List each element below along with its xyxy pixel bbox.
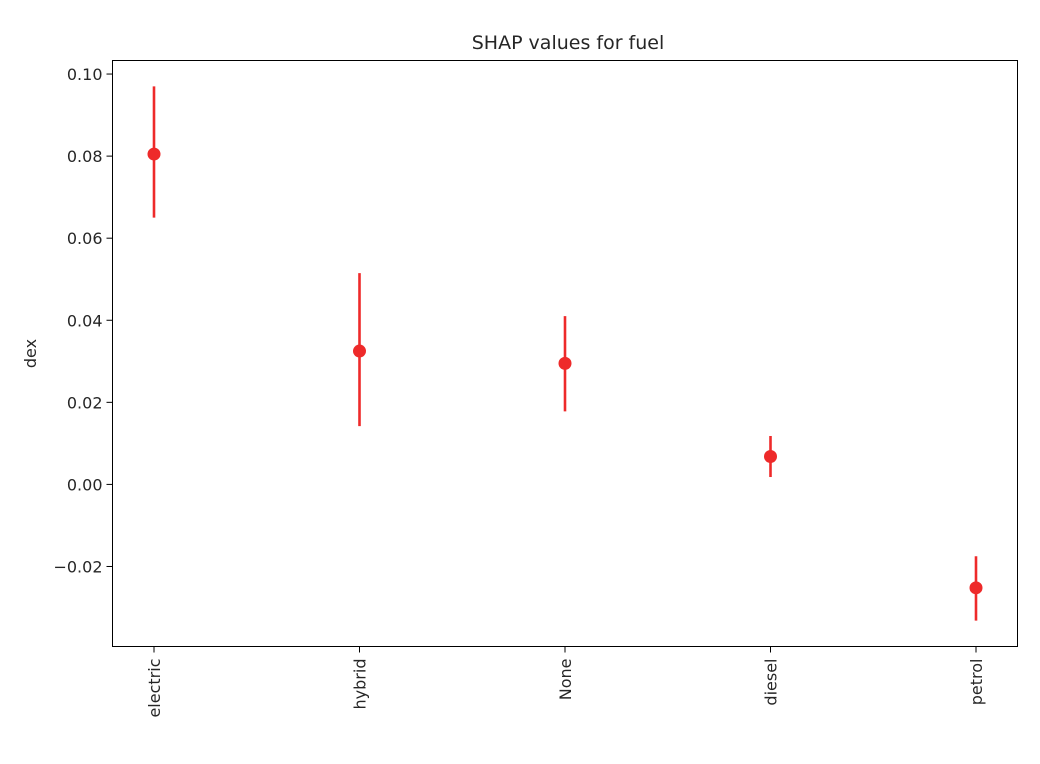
- x-tick-label: petrol: [967, 659, 986, 706]
- ticks-layer: −0.02 0.00 0.02 0.04 0.06 0.08 0.10 electric hyb…: [53, 65, 986, 717]
- plot-frame: [112, 60, 1018, 647]
- x-tick-label: electric: [145, 659, 164, 718]
- y-tick-label: −0.02: [53, 557, 102, 576]
- y-tick-label: 0.00: [67, 475, 103, 494]
- data-point: [558, 356, 572, 370]
- y-tick-label: 0.10: [67, 65, 103, 84]
- y-tick-label: 0.06: [67, 229, 103, 248]
- y-tick-label: 0.04: [67, 311, 103, 330]
- x-tick-label: None: [556, 659, 575, 701]
- chart-title: SHAP values for fuel: [472, 32, 665, 54]
- x-tick-label: diesel: [762, 659, 781, 706]
- data-point: [147, 147, 161, 161]
- data-point: [764, 450, 777, 464]
- y-tick-label: 0.02: [67, 393, 103, 412]
- data-point: [969, 581, 983, 595]
- x-tick-label: hybrid: [351, 659, 370, 710]
- y-tick-label: 0.08: [67, 147, 103, 166]
- y-axis-label: dex: [21, 339, 40, 368]
- data-point: [353, 344, 366, 358]
- marks-layer: [147, 86, 983, 621]
